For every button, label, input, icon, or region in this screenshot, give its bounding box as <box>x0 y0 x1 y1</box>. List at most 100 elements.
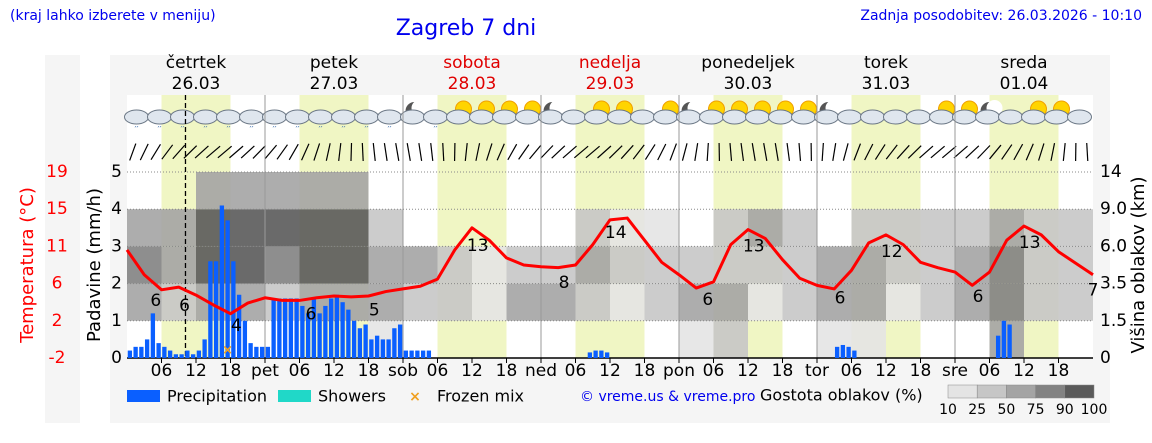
x-tick-label: 12 <box>737 361 759 381</box>
cloud-cell <box>851 209 886 247</box>
temp-label: 8 <box>559 273 570 293</box>
cloud-cell <box>196 283 231 321</box>
cloud-cell <box>817 320 852 358</box>
wind-barb <box>206 145 221 159</box>
y2-tick-label: 3.5 <box>1100 274 1127 294</box>
cloud-cell <box>955 246 990 284</box>
cloud-icon <box>883 109 908 125</box>
wind-barb <box>383 143 388 161</box>
cloud-icon <box>906 109 931 125</box>
cloud-cell <box>575 283 610 321</box>
temp-tick-label: -2 <box>49 348 66 368</box>
precip-bar <box>334 294 340 358</box>
precip-bar <box>834 346 840 358</box>
cloud-cell <box>713 209 748 247</box>
precip-bar <box>133 346 138 358</box>
cloud-legend-label: 50 <box>997 402 1015 418</box>
cloud-icon <box>216 109 241 125</box>
wind-barb <box>1086 142 1089 162</box>
temp-tick-label: 6 <box>52 274 63 294</box>
cloud-cell <box>334 172 369 210</box>
precip-bar <box>1001 320 1007 358</box>
cloud-icon <box>515 109 540 125</box>
precip-bar <box>236 294 242 358</box>
wind-barb <box>763 143 768 161</box>
cloud-cell <box>196 172 231 210</box>
rain-icon: ′′ <box>180 126 184 136</box>
cloud-icon <box>860 109 885 125</box>
temp-label: 14 <box>605 223 627 243</box>
wind-barb <box>644 144 656 160</box>
wind-barb <box>507 143 518 161</box>
cloud-cell <box>265 172 300 210</box>
temp-label: 13 <box>467 236 489 256</box>
wind-barb <box>930 145 946 159</box>
day-name: sobota <box>443 53 501 73</box>
wind-barb <box>573 145 589 159</box>
cloud-icon <box>331 109 356 125</box>
cloud-cell <box>955 283 990 321</box>
day-name: ponedeljek <box>701 53 795 73</box>
rain-icon: ′′ <box>387 126 391 136</box>
cloud-cell <box>161 246 196 284</box>
wind-barb <box>288 143 299 161</box>
x-tick-label: tor <box>805 361 829 381</box>
precip-bar <box>374 335 380 358</box>
rain-icon: ′′ <box>157 126 161 136</box>
cloud-cell <box>541 283 576 321</box>
cloud-cell <box>127 209 162 247</box>
x-tick-label: pet <box>251 361 279 381</box>
temp-label: 6 <box>306 305 317 325</box>
cloud-layer <box>127 172 1093 358</box>
precip-bar <box>271 298 276 358</box>
x-tick-label: 06 <box>151 361 173 381</box>
cloud-cell <box>334 283 369 321</box>
precip-bar <box>587 352 593 358</box>
wind-barb <box>874 144 886 160</box>
cloud-cell <box>506 283 541 321</box>
cloud-icon <box>124 109 149 125</box>
cloud-cell <box>368 320 403 358</box>
wind-barb <box>406 143 411 161</box>
day-name: petek <box>310 53 358 73</box>
temp-label: 6 <box>179 296 190 316</box>
wind-barb <box>518 144 530 160</box>
wind-barb <box>751 143 756 161</box>
x-tick-label: 06 <box>841 361 863 381</box>
cloud-cell <box>299 246 334 284</box>
precip-bar <box>173 354 179 358</box>
cloud-cell <box>851 283 886 321</box>
legend-swatch <box>278 390 311 402</box>
temp-label: 6 <box>835 289 846 309</box>
cloud-icon <box>469 109 494 125</box>
precip-bar <box>179 354 184 358</box>
precip-bar <box>282 298 288 358</box>
precip-bar <box>300 305 305 358</box>
temp-label: 5 <box>369 301 380 321</box>
x-tick-label: 12 <box>461 361 483 381</box>
x-tick-label: 12 <box>1013 361 1035 381</box>
precip-bar <box>1007 324 1012 358</box>
temp-tick-label: 11 <box>46 236 68 256</box>
cloud-cell <box>782 283 817 321</box>
cloud-icon <box>607 109 632 125</box>
wind-barb <box>562 145 577 159</box>
rain-icon: ′′ <box>341 126 345 136</box>
wind-barb <box>276 144 288 160</box>
subtitle-left: (kraj lahko izberete v meniju) <box>10 8 216 24</box>
wind-barb <box>669 143 677 161</box>
day-date: 28.03 <box>448 74 497 94</box>
x-tick-label: 18 <box>358 361 380 381</box>
cloud-cell <box>299 209 334 247</box>
cloud-cell <box>472 283 507 321</box>
wind-barb <box>740 143 745 161</box>
cloud-icon <box>239 109 264 125</box>
cloud-legend-label: 75 <box>1027 402 1045 418</box>
wind-barb <box>395 143 400 161</box>
cloud-cell <box>265 209 300 247</box>
temp-tick-label: 15 <box>46 199 68 219</box>
day-date: 27.03 <box>310 74 359 94</box>
cloud-cell <box>886 283 921 321</box>
wind-barb <box>1013 143 1024 161</box>
temp-label: 6 <box>150 291 161 311</box>
